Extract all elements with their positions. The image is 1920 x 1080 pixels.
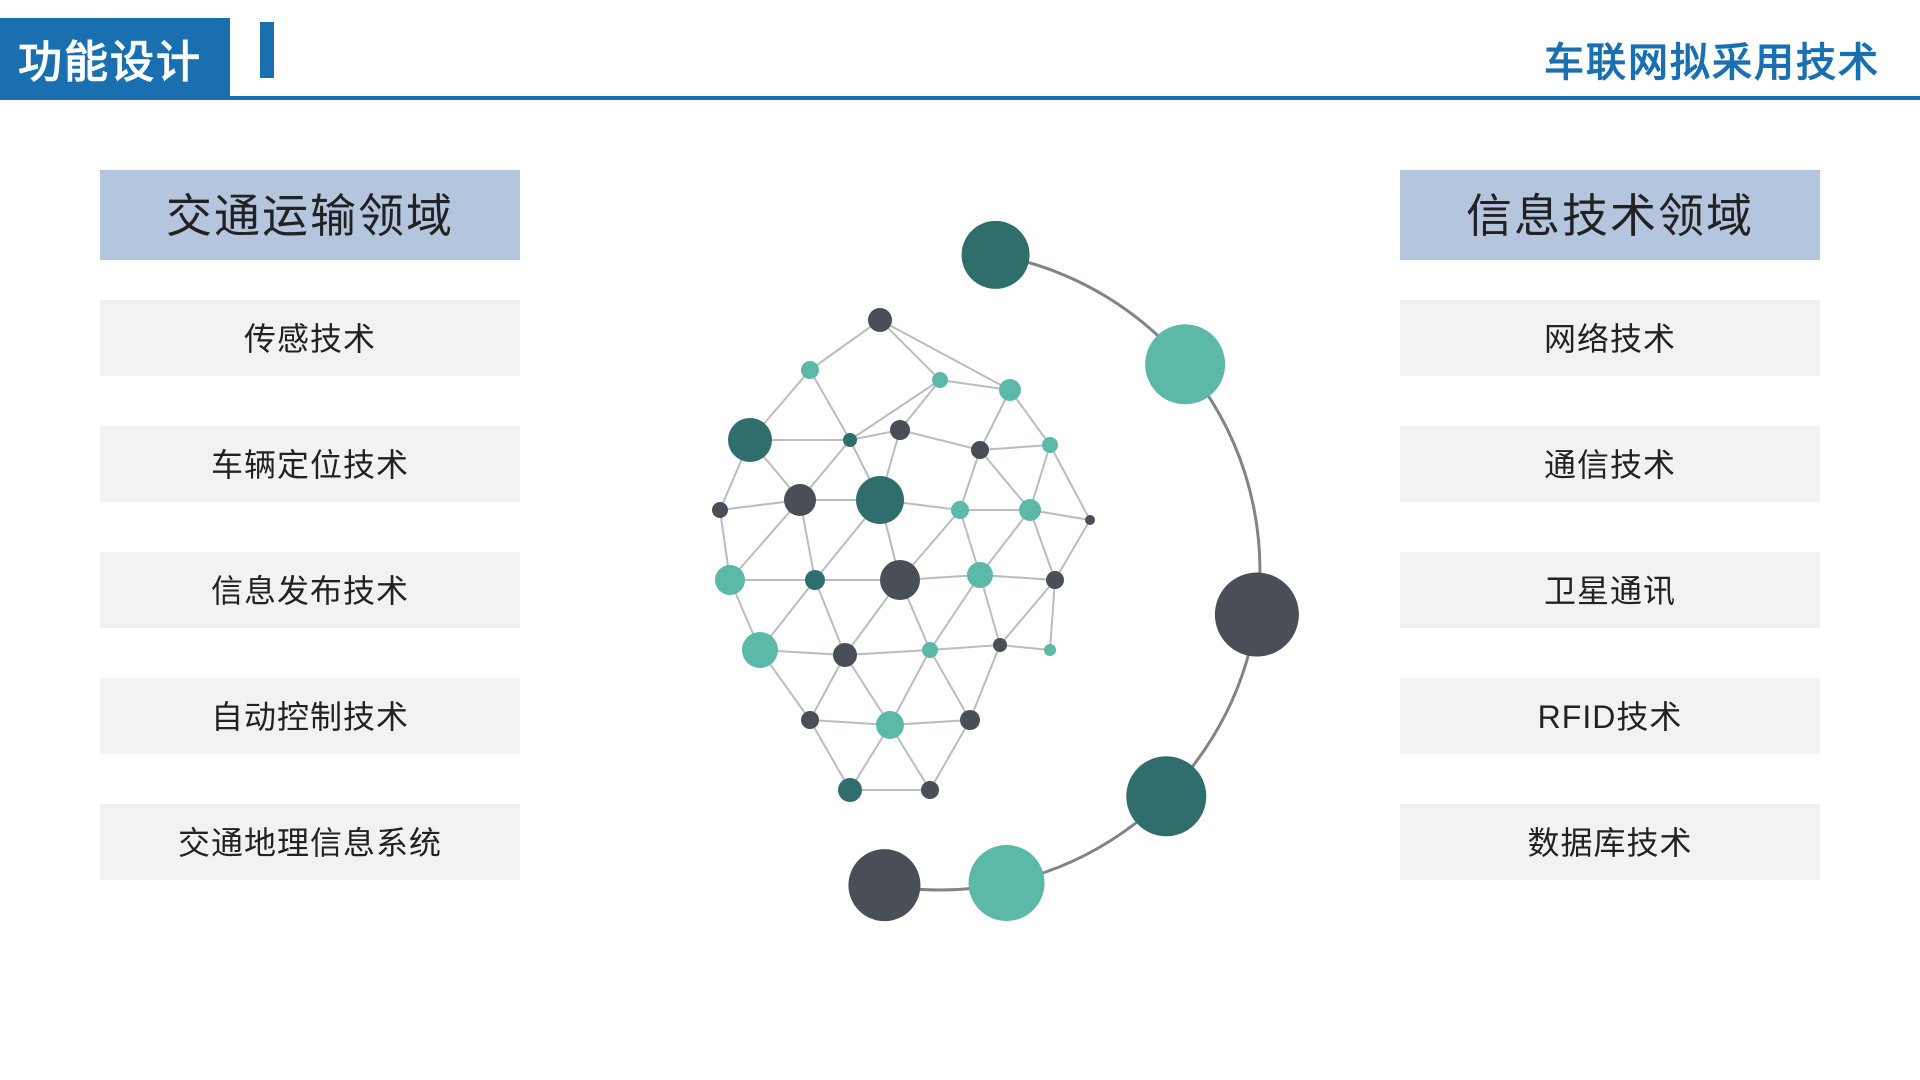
mesh-node <box>1019 499 1041 521</box>
mesh-node <box>805 570 825 590</box>
mesh-node <box>1085 515 1095 525</box>
left-item: 交通地理信息系统 <box>100 804 520 880</box>
orbit-node <box>962 221 1030 289</box>
orbit-node <box>969 845 1045 921</box>
mesh-node <box>921 781 939 799</box>
orbit-node <box>848 849 920 921</box>
mesh-edge <box>1030 510 1055 580</box>
mesh-node <box>993 638 1007 652</box>
mesh-edge <box>810 370 850 440</box>
mesh-edge <box>880 320 940 380</box>
header-divider <box>0 96 1920 100</box>
mesh-edge <box>1050 580 1055 650</box>
mesh-node <box>922 642 938 658</box>
slide-content: 交通运输领域 传感技术车辆定位技术信息发布技术自动控制技术交通地理信息系统 信息… <box>0 120 1920 1080</box>
mesh-edge <box>930 720 970 790</box>
orbit-node <box>1215 573 1299 657</box>
mesh-edge <box>930 645 1000 650</box>
mesh-edge <box>980 445 1050 450</box>
mesh-edge <box>810 320 880 370</box>
mesh-edge <box>980 450 1030 510</box>
mesh-node <box>880 560 920 600</box>
mesh-node <box>838 778 862 802</box>
mesh-edge <box>900 430 980 450</box>
mesh-edge <box>960 450 980 510</box>
right-item: 通信技术 <box>1400 426 1820 502</box>
mesh-node <box>1042 437 1058 453</box>
page-title: 功能设计 <box>0 18 230 100</box>
right-item: RFID技术 <box>1400 678 1820 754</box>
mesh-edge <box>930 575 980 650</box>
mesh-node <box>856 476 904 524</box>
left-column-header: 交通运输领域 <box>100 170 520 260</box>
right-column-header: 信息技术领域 <box>1400 170 1820 260</box>
mesh-edge <box>970 645 1000 720</box>
mesh-edge <box>1000 580 1055 645</box>
orbit-node <box>1126 756 1206 836</box>
mesh-node <box>868 308 892 332</box>
mesh-node <box>728 418 772 462</box>
mesh-node <box>742 632 778 668</box>
left-item: 信息发布技术 <box>100 552 520 628</box>
mesh-node <box>932 372 948 388</box>
orbit-node <box>1145 324 1225 404</box>
mesh-node <box>712 502 728 518</box>
mesh-node <box>971 441 989 459</box>
network-svg <box>580 180 1340 940</box>
left-item: 自动控制技术 <box>100 678 520 754</box>
mesh-node <box>960 710 980 730</box>
mesh-edge <box>810 720 850 790</box>
mesh-node <box>715 565 745 595</box>
mesh-node <box>843 433 857 447</box>
left-item: 传感技术 <box>100 300 520 376</box>
right-item: 网络技术 <box>1400 300 1820 376</box>
title-accent-bar <box>260 22 274 78</box>
left-item: 车辆定位技术 <box>100 426 520 502</box>
mesh-node <box>890 420 910 440</box>
mesh-node <box>1044 644 1056 656</box>
right-item: 卫星通讯 <box>1400 552 1820 628</box>
mesh-node <box>784 484 816 516</box>
network-graphic <box>580 180 1340 940</box>
left-column: 交通运输领域 传感技术车辆定位技术信息发布技术自动控制技术交通地理信息系统 <box>100 170 520 930</box>
slide-header: 功能设计 车联网拟采用技术 <box>0 0 1920 90</box>
right-column: 信息技术领域 网络技术通信技术卫星通讯 RFID技术数据库技术 <box>1400 170 1820 930</box>
mesh-node <box>951 501 969 519</box>
mesh-node <box>967 562 993 588</box>
mesh-node <box>1046 571 1064 589</box>
mesh-edge <box>1000 645 1050 650</box>
mesh-edge <box>930 650 970 720</box>
mesh-edge <box>815 580 845 655</box>
right-item: 数据库技术 <box>1400 804 1820 880</box>
page-subtitle: 车联网拟采用技术 <box>1544 30 1880 88</box>
mesh-edge <box>845 650 930 655</box>
mesh-edge <box>1055 520 1090 580</box>
mesh-node <box>833 643 857 667</box>
mesh-node <box>801 711 819 729</box>
mesh-edge <box>1050 445 1090 520</box>
mesh-node <box>876 711 904 739</box>
mesh-node <box>999 379 1021 401</box>
mesh-node <box>801 361 819 379</box>
